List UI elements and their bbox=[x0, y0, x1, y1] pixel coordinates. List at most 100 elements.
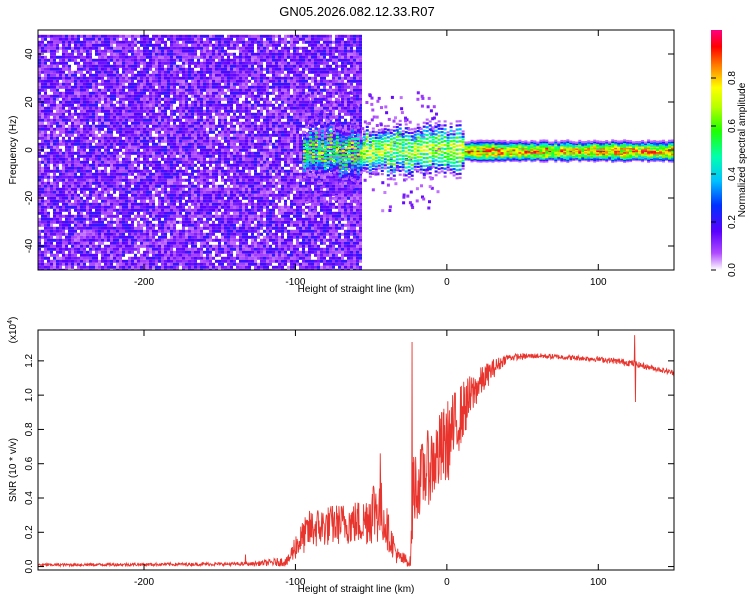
noise-cell bbox=[347, 100, 350, 104]
noise-cell bbox=[161, 76, 164, 80]
noise-cell bbox=[146, 181, 149, 185]
noise-cell bbox=[242, 34, 245, 38]
noise-cell bbox=[86, 136, 89, 140]
noise-cell bbox=[284, 157, 287, 161]
noise-cell bbox=[44, 85, 47, 89]
noise-cell bbox=[224, 172, 227, 176]
noise-cell bbox=[272, 130, 275, 134]
noise-cell bbox=[161, 58, 164, 62]
noise-cell bbox=[128, 178, 131, 182]
noise-cell bbox=[143, 157, 146, 161]
noise-cell bbox=[206, 85, 209, 89]
noise-cell bbox=[188, 148, 191, 152]
noise-cell bbox=[293, 67, 296, 71]
noise-cell bbox=[233, 73, 236, 77]
noise-cell bbox=[197, 181, 200, 185]
noise-cell bbox=[53, 40, 56, 44]
noise-cell bbox=[107, 148, 110, 152]
noise-cell bbox=[68, 37, 71, 41]
noise-cell bbox=[149, 175, 152, 179]
noise-cell bbox=[113, 37, 116, 41]
noise-cell bbox=[281, 52, 284, 56]
noise-cell bbox=[107, 157, 110, 161]
noise-cell bbox=[74, 169, 77, 173]
noise-cell bbox=[254, 37, 257, 41]
noise-cell bbox=[296, 145, 299, 149]
noise-cell bbox=[260, 73, 263, 77]
noise-cell bbox=[116, 109, 119, 113]
noise-cell bbox=[272, 40, 275, 44]
noise-cell bbox=[50, 55, 53, 59]
noise-cell bbox=[203, 160, 206, 164]
noise-cell bbox=[296, 73, 299, 77]
noise-cell bbox=[68, 58, 71, 62]
noise-cell bbox=[296, 106, 299, 110]
noise-cell bbox=[284, 181, 287, 185]
noise-cell bbox=[62, 139, 65, 143]
noise-cell bbox=[65, 49, 68, 53]
noise-cell bbox=[194, 109, 197, 113]
noise-cell bbox=[320, 67, 323, 71]
noise-cell bbox=[263, 115, 266, 119]
noise-cell bbox=[47, 172, 50, 176]
noise-cell bbox=[44, 127, 47, 131]
noise-cell bbox=[62, 124, 65, 128]
noise-cell bbox=[215, 124, 218, 128]
noise-cell bbox=[122, 79, 125, 83]
noise-cell bbox=[221, 118, 224, 122]
noise-cell bbox=[173, 121, 176, 125]
noise-cell bbox=[200, 130, 203, 134]
noise-cell bbox=[209, 61, 212, 65]
noise-cell bbox=[59, 70, 62, 74]
noise-cell bbox=[134, 88, 137, 92]
noise-cell bbox=[236, 181, 239, 185]
noise-cell bbox=[95, 106, 98, 110]
noise-cell bbox=[152, 70, 155, 74]
noise-cell bbox=[275, 106, 278, 110]
noise-cell bbox=[38, 109, 41, 113]
noise-cell bbox=[272, 127, 275, 131]
noise-cell bbox=[185, 112, 188, 116]
noise-cell bbox=[209, 91, 212, 95]
noise-cell bbox=[164, 172, 167, 176]
noise-cell bbox=[68, 172, 71, 176]
noise-cell bbox=[119, 46, 122, 50]
noise-cell bbox=[194, 70, 197, 74]
noise-cell bbox=[320, 52, 323, 56]
noise-cell bbox=[176, 64, 179, 68]
noise-cell bbox=[263, 136, 266, 140]
noise-cell bbox=[71, 76, 74, 80]
noise-cell bbox=[305, 91, 308, 95]
noise-cell bbox=[242, 172, 245, 176]
noise-cell bbox=[38, 43, 41, 47]
noise-cell bbox=[89, 46, 92, 50]
noise-cell bbox=[182, 124, 185, 128]
noise-cell bbox=[233, 40, 236, 44]
noise-cell bbox=[272, 91, 275, 95]
noise-cell bbox=[329, 163, 332, 167]
noise-cell bbox=[305, 94, 308, 98]
noise-cell bbox=[89, 37, 92, 41]
noise-cell bbox=[284, 175, 287, 179]
noise-cell bbox=[206, 178, 209, 182]
noise-cell bbox=[290, 172, 293, 176]
noise-cell bbox=[152, 58, 155, 62]
noise-cell bbox=[221, 64, 224, 68]
noise-cell bbox=[83, 160, 86, 164]
noise-cell bbox=[290, 124, 293, 128]
noise-cell bbox=[119, 88, 122, 92]
noise-cell bbox=[197, 43, 200, 47]
noise-cell bbox=[122, 121, 125, 125]
noise-cell bbox=[176, 55, 179, 59]
noise-cell bbox=[278, 82, 281, 86]
noise-cell bbox=[143, 46, 146, 50]
noise-cell bbox=[245, 142, 248, 146]
noise-cell bbox=[176, 127, 179, 131]
noise-cell bbox=[146, 184, 149, 188]
noise-cell bbox=[98, 34, 101, 38]
noise-cell bbox=[206, 40, 209, 44]
noise-cell bbox=[104, 91, 107, 95]
noise-cell bbox=[92, 97, 95, 101]
noise-cell bbox=[290, 61, 293, 65]
noise-cell bbox=[284, 154, 287, 158]
